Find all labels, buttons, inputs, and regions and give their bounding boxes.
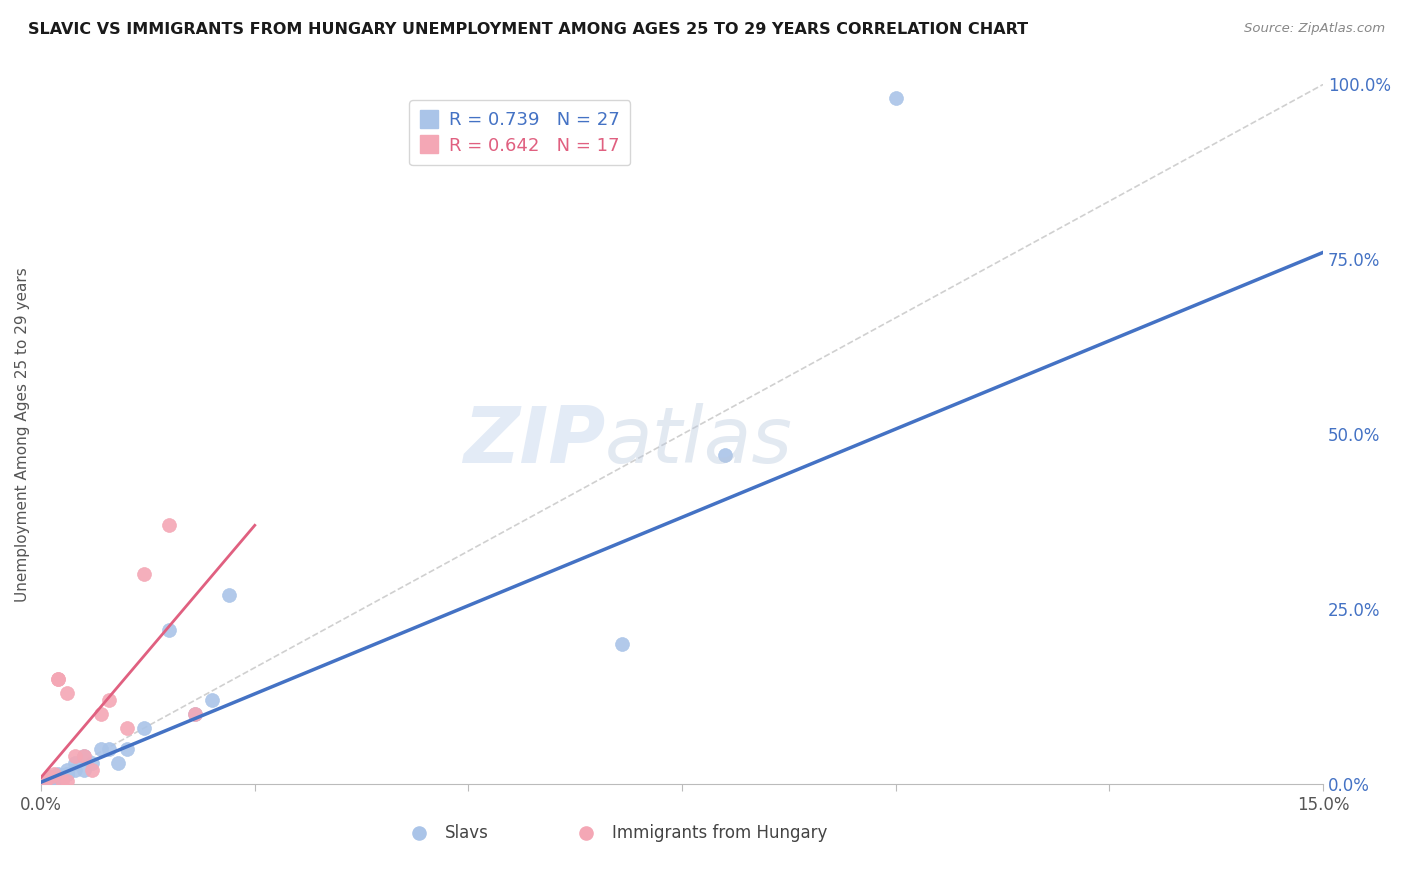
Point — [65, 756, 87, 771]
Point — [612, 637, 634, 651]
Point — [46, 766, 69, 780]
Point — [51, 770, 73, 784]
Point — [55, 764, 77, 778]
Y-axis label: Unemployment Among Ages 25 to 29 years: Unemployment Among Ages 25 to 29 years — [15, 267, 30, 602]
Point — [714, 448, 737, 462]
Point — [65, 749, 87, 764]
Point — [157, 624, 180, 638]
Point — [82, 756, 104, 771]
Point — [184, 707, 207, 722]
Text: atlas: atlas — [605, 403, 793, 479]
Text: Slavs: Slavs — [444, 824, 489, 842]
Point — [34, 773, 56, 788]
Legend: R = 0.739   N = 27, R = 0.642   N = 17: R = 0.739 N = 27, R = 0.642 N = 17 — [409, 101, 630, 165]
Point — [38, 773, 60, 788]
Point — [38, 770, 60, 784]
Point — [55, 766, 77, 780]
Point — [157, 518, 180, 533]
Text: ZIP: ZIP — [463, 403, 605, 479]
Point — [34, 773, 56, 788]
Point — [73, 749, 96, 764]
Point — [42, 766, 65, 780]
Point — [115, 742, 138, 756]
Point — [46, 673, 69, 687]
Point — [38, 770, 60, 784]
Point — [55, 773, 77, 788]
Point — [90, 742, 112, 756]
Point — [55, 766, 77, 780]
Point — [82, 764, 104, 778]
Text: Source: ZipAtlas.com: Source: ZipAtlas.com — [1244, 22, 1385, 36]
Point — [98, 693, 121, 707]
Point — [98, 742, 121, 756]
Point — [65, 764, 87, 778]
Text: SLAVIC VS IMMIGRANTS FROM HUNGARY UNEMPLOYMENT AMONG AGES 25 TO 29 YEARS CORRELA: SLAVIC VS IMMIGRANTS FROM HUNGARY UNEMPL… — [28, 22, 1028, 37]
Point — [90, 707, 112, 722]
Point — [46, 673, 69, 687]
Point — [73, 764, 96, 778]
Point — [115, 721, 138, 735]
Point — [51, 773, 73, 788]
Point — [884, 91, 907, 105]
Point — [201, 693, 224, 707]
Point — [46, 770, 69, 784]
Point — [184, 707, 207, 722]
Point — [42, 770, 65, 784]
Point — [55, 686, 77, 700]
Text: Immigrants from Hungary: Immigrants from Hungary — [612, 824, 827, 842]
Point — [73, 749, 96, 764]
Point — [132, 721, 155, 735]
Point — [132, 567, 155, 582]
Point — [218, 588, 240, 602]
Point — [107, 756, 129, 771]
